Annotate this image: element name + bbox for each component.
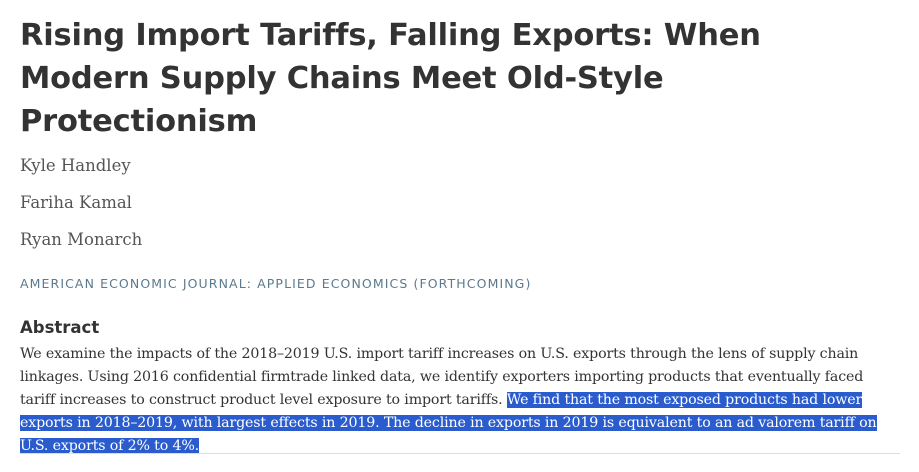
section-divider	[20, 453, 900, 454]
article-title: Rising Import Tariffs, Falling Exports: …	[20, 18, 761, 139]
abstract-text[interactable]: We examine the impacts of the 2018–2019 …	[20, 343, 900, 458]
author-name[interactable]: Kyle Handley	[20, 156, 131, 175]
author-list: Kyle Handley Fariha Kamal Ryan Monarch	[20, 155, 900, 250]
abstract-heading: Abstract	[20, 318, 100, 337]
author-name[interactable]: Fariha Kamal	[20, 193, 132, 212]
journal-name[interactable]: AMERICAN ECONOMIC JOURNAL: APPLIED ECONO…	[20, 276, 532, 291]
abstract-plain-text[interactable]: We examine the impacts of the 2018–2019 …	[20, 346, 864, 408]
author-name[interactable]: Ryan Monarch	[20, 230, 143, 249]
article-page: Rising Import Tariffs, Falling Exports: …	[20, 14, 900, 458]
